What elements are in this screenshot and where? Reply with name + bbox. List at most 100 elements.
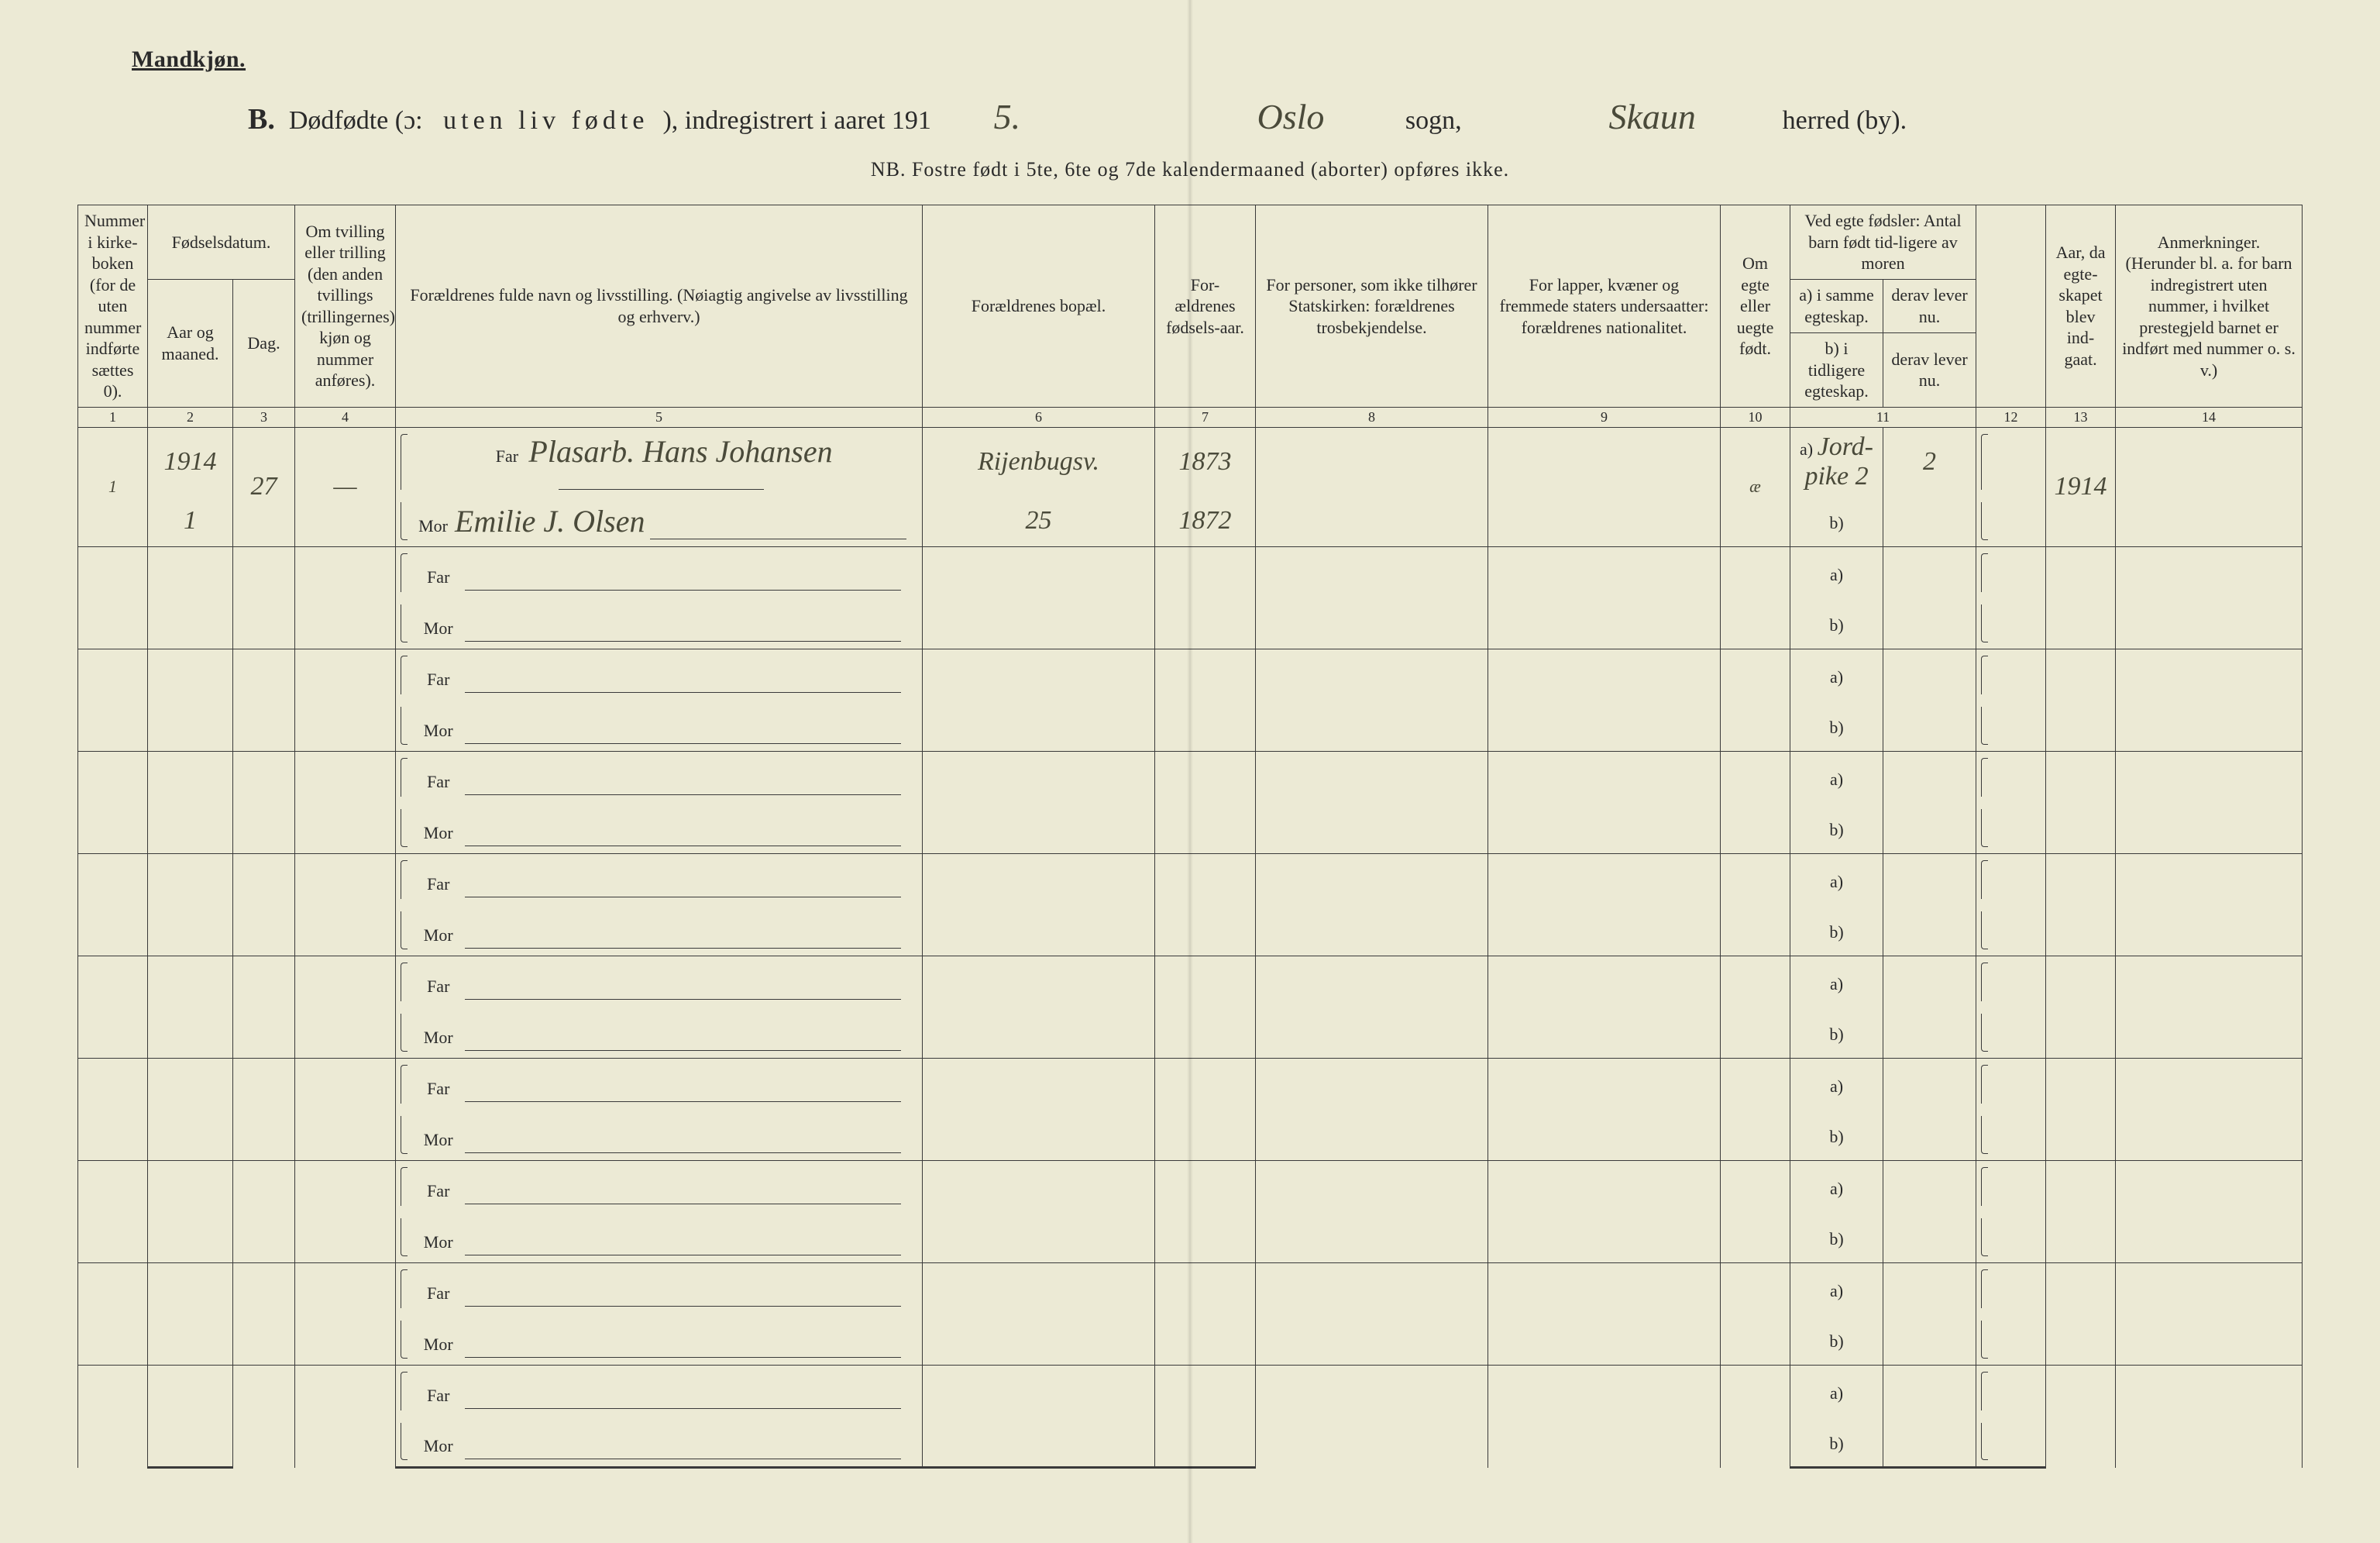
- year-month-bottom: [148, 1417, 233, 1468]
- year-month-top: 1914: [148, 427, 233, 496]
- table-row: 1MorEmilie J. Olsen251872b): [78, 496, 2303, 547]
- mother-residence: [923, 1212, 1155, 1263]
- mother-birthyear: [1155, 1314, 1256, 1366]
- prev-children-living-a: [1883, 752, 1976, 803]
- mother-birthyear: [1155, 1212, 1256, 1263]
- table-row: Morb): [78, 905, 2303, 956]
- entry-number: [78, 956, 148, 1059]
- colnum: 1: [78, 407, 148, 427]
- twin-note: [295, 752, 396, 854]
- marriage-year: [2046, 1059, 2116, 1161]
- form-table: Nummer i kirke-boken (for de uten nummer…: [77, 205, 2303, 1469]
- entry-number: [78, 1366, 148, 1468]
- colnum: 3: [233, 407, 295, 427]
- prev-children-a: a): [1790, 1366, 1883, 1417]
- nationality: [1488, 1263, 1721, 1366]
- table-row: Morb): [78, 1007, 2303, 1059]
- father-birthyear: [1155, 1366, 1256, 1417]
- legitimacy: [1721, 547, 1790, 649]
- mother-birthyear: [1155, 598, 1256, 649]
- mother-name: Emilie J. Olsen: [455, 504, 645, 539]
- col-10-header: Om egte eller uegte født.: [1721, 205, 1790, 408]
- title-line: B. Dødfødte (ɔ: uten liv fødte ), indreg…: [248, 96, 2303, 138]
- entry-number: [78, 854, 148, 956]
- entry-number: [78, 1059, 148, 1161]
- far-label: Far: [485, 446, 528, 467]
- father-name: Plasarb. Hans Johansen: [528, 434, 832, 469]
- twin-note: [295, 547, 396, 649]
- confession: [1256, 427, 1488, 547]
- colnum: 4: [295, 407, 396, 427]
- prev-children-living-a: [1883, 1161, 1976, 1212]
- confession: [1256, 1366, 1488, 1468]
- twin-note: [295, 1366, 396, 1468]
- nb-line: NB. Fostre født i 5te, 6te og 7de kalend…: [77, 158, 2303, 181]
- col-11b-header: derav lever nu.: [1883, 279, 1976, 333]
- year-month-top: [148, 547, 233, 598]
- col-7-header: For-ældrenes fødsels-aar.: [1155, 205, 1256, 408]
- mother-name-cell: Mor: [396, 1417, 923, 1468]
- table-row: Morb): [78, 803, 2303, 854]
- prev-children-living-b: [1883, 1110, 1976, 1161]
- prev-children-a: a): [1790, 956, 1883, 1007]
- title-b: B.: [248, 102, 275, 136]
- father-birthyear: [1155, 956, 1256, 1007]
- prev-children-living-b: [1883, 1007, 1976, 1059]
- twin-note: [295, 1059, 396, 1161]
- mor-label: Mor: [417, 1028, 460, 1048]
- table-row: Morb): [78, 701, 2303, 752]
- mother-birthyear: [1155, 701, 1256, 752]
- brace-cell: [1976, 752, 2046, 803]
- father-residence: [923, 1263, 1155, 1314]
- brace-cell: [1976, 1212, 2046, 1263]
- nationality: [1488, 427, 1721, 547]
- marriage-year: 1914: [2046, 427, 2116, 547]
- twin-note: [295, 649, 396, 752]
- entry-number: 1: [78, 427, 148, 547]
- father-name-cell: Far: [396, 1263, 923, 1314]
- remarks: [2116, 1161, 2303, 1263]
- prev-children-living-b: [1883, 496, 1976, 547]
- mor-label: Mor: [417, 1335, 460, 1355]
- prev-children-living-a: [1883, 1263, 1976, 1314]
- mor-label: Mor: [417, 1130, 460, 1150]
- table-row: Morb): [78, 1110, 2303, 1161]
- far-label: Far: [417, 1283, 460, 1304]
- far-label: Far: [417, 1079, 460, 1099]
- marriage-year: [2046, 547, 2116, 649]
- father-residence: [923, 1059, 1155, 1110]
- father-birthyear: [1155, 1059, 1256, 1110]
- colnum: 13: [2046, 407, 2116, 427]
- twin-note: [295, 1161, 396, 1263]
- year-month-bottom: [148, 1110, 233, 1161]
- brace-cell: [1976, 1161, 2046, 1212]
- brace-cell: [1976, 1366, 2046, 1417]
- mother-name-cell: Mor: [396, 1212, 923, 1263]
- legitimacy: [1721, 649, 1790, 752]
- prev-children-a: a): [1790, 1263, 1883, 1314]
- remarks: [2116, 649, 2303, 752]
- mother-residence: [923, 598, 1155, 649]
- table-row: Fara): [78, 854, 2303, 905]
- legitimacy: [1721, 956, 1790, 1059]
- father-birthyear: [1155, 752, 1256, 803]
- legitimacy: [1721, 752, 1790, 854]
- prev-children-living-b: [1883, 1212, 1976, 1263]
- table-head: Nummer i kirke-boken (for de uten nummer…: [78, 205, 2303, 428]
- year-month-bottom: [148, 1314, 233, 1366]
- confession: [1256, 956, 1488, 1059]
- nationality: [1488, 956, 1721, 1059]
- brace-cell: [1976, 1314, 2046, 1366]
- nationality: [1488, 752, 1721, 854]
- col-9-header: For lapper, kvæner og fremmede staters u…: [1488, 205, 1721, 408]
- prev-children-b: b): [1790, 701, 1883, 752]
- table-row: Morb): [78, 1417, 2303, 1468]
- brace-cell: [1976, 905, 2046, 956]
- father-name-cell: Far: [396, 1161, 923, 1212]
- confession: [1256, 1161, 1488, 1263]
- prev-children-a: a): [1790, 649, 1883, 701]
- col-11b2-header: derav lever nu.: [1883, 333, 1976, 408]
- col-14-header: Anmerkninger. (Herunder bl. a. for barn …: [2116, 205, 2303, 408]
- father-name-cell: Far: [396, 547, 923, 598]
- marriage-year: [2046, 649, 2116, 752]
